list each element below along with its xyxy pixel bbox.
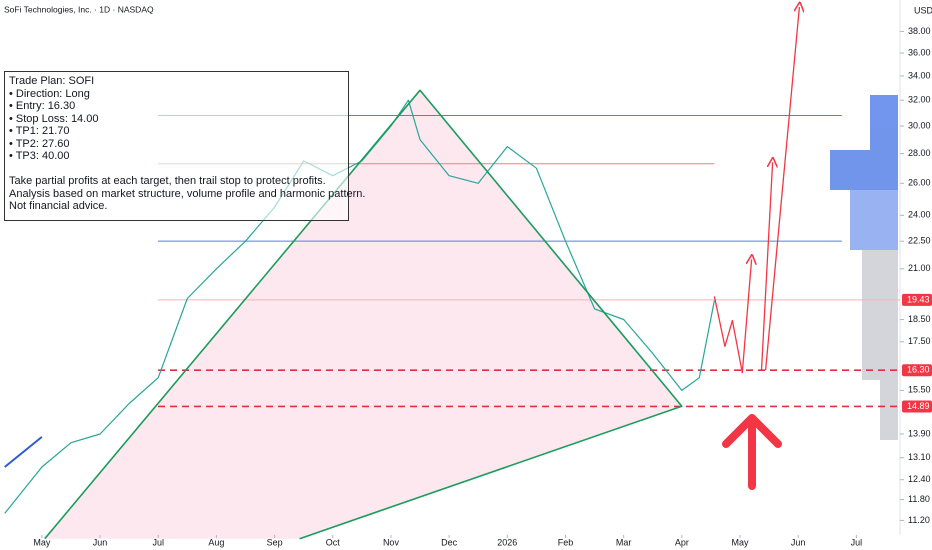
- x-tick-label: May: [33, 537, 51, 547]
- y-tick-label: 24.00: [908, 210, 931, 220]
- plan-line: [9, 163, 344, 176]
- x-tick-label: Nov: [383, 537, 400, 547]
- x-tick-label: Apr: [675, 537, 689, 547]
- y-tick-label: 30.00: [908, 120, 931, 130]
- plan-line: Trade Plan: SOFI: [9, 75, 95, 87]
- price-badge: [902, 400, 932, 413]
- plan-line: • Stop Loss: 14.00: [9, 112, 99, 125]
- y-tick-label: 13.90: [908, 428, 931, 438]
- x-tick-label: Dec: [441, 537, 458, 547]
- price-badge: [902, 364, 932, 377]
- y-tick-label: 28.00: [908, 148, 931, 158]
- y-tick-label: 11.80: [908, 494, 930, 504]
- plan-line: • TP3: 40.00: [9, 150, 70, 162]
- x-tick-label: Jun: [93, 537, 108, 547]
- background-layer: [44, 90, 682, 539]
- x-tick-label: Jul: [851, 537, 863, 547]
- x-tick-label: Feb: [558, 537, 574, 547]
- x-tick-label: Oct: [326, 537, 341, 547]
- y-tick-label: 21.00: [908, 263, 931, 273]
- pattern-fill: [44, 406, 682, 539]
- price-badge-label: 16.30: [907, 365, 930, 375]
- x-tick-label: Sep: [267, 537, 283, 547]
- y-tick-label: 32.00: [908, 95, 931, 105]
- chart-title: SoFi Technologies, Inc. · 1D · NASDAQ: [4, 4, 154, 14]
- y-tick-label: 12.40: [908, 474, 931, 484]
- harmonic-pattern: [44, 89, 683, 540]
- y-tick-label: 36.00: [908, 47, 931, 57]
- plan-line: Not financial advice.: [9, 200, 108, 212]
- pattern-fill: [44, 90, 682, 539]
- plan-line: Analysis based on market structure, volu…: [9, 187, 366, 200]
- volume-profile: [830, 95, 898, 440]
- x-tick-label: Mar: [616, 537, 632, 547]
- x-tick-label: Jul: [152, 537, 164, 547]
- plan-line: • Direction: Long: [9, 87, 90, 100]
- x-tick-label: Jun: [791, 537, 806, 547]
- price-badge-label: 14.89: [907, 401, 930, 411]
- projection-path: [764, 7, 800, 371]
- y-tick-label: 17.50: [908, 336, 931, 346]
- price-badge-label: 19.43: [907, 294, 930, 304]
- x-tick-label: May: [732, 537, 750, 547]
- y-tick-label: 26.00: [908, 178, 931, 188]
- plan-line: • Entry: 16.30: [9, 100, 76, 112]
- y-tick-label: 22.50: [908, 236, 931, 246]
- price-line: [4, 436, 43, 468]
- plan-line: Take partial profits at each target, the…: [9, 175, 326, 187]
- plan-line: • TP2: 27.60: [9, 137, 70, 150]
- y-unit: USD: [914, 5, 932, 15]
- projection-path: [713, 259, 751, 374]
- big-arrow: [722, 414, 782, 490]
- y-tick-label: 38.00: [908, 26, 931, 36]
- projection-path: [760, 162, 773, 371]
- y-tick-label: 13.10: [908, 452, 931, 462]
- x-tick-label: 2026: [497, 537, 517, 547]
- y-tick-label: 34.00: [908, 70, 931, 80]
- y-tick-label: 15.50: [908, 385, 931, 395]
- x-tick-label: Aug: [208, 537, 224, 547]
- plan-line: • TP1: 21.70: [9, 125, 70, 137]
- y-tick-label: 18.50: [908, 314, 931, 324]
- y-tick-label: 11.20: [908, 515, 930, 525]
- trade-plan: Trade Plan: SOFI • Direction: Long • Entry…: [4, 71, 366, 221]
- price-badge: [902, 293, 932, 306]
